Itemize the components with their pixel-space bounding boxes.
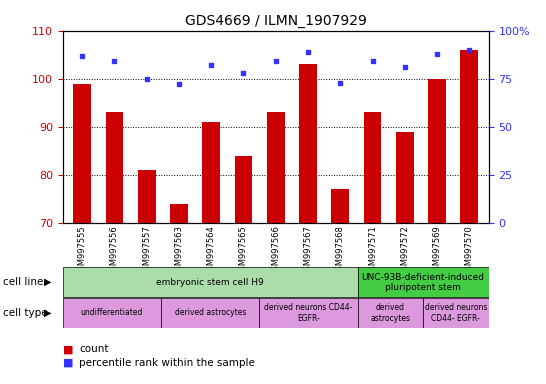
Text: GSM997564: GSM997564 xyxy=(207,225,216,276)
Text: percentile rank within the sample: percentile rank within the sample xyxy=(79,358,255,368)
Text: GSM997569: GSM997569 xyxy=(432,225,442,276)
Bar xyxy=(358,268,489,297)
Text: count: count xyxy=(79,344,109,354)
Text: derived astrocytes: derived astrocytes xyxy=(175,308,246,318)
Bar xyxy=(63,298,161,328)
Bar xyxy=(235,156,252,223)
Text: GSM997566: GSM997566 xyxy=(271,225,280,276)
Text: derived neurons
CD44- EGFR-: derived neurons CD44- EGFR- xyxy=(425,303,487,323)
Text: cell type: cell type xyxy=(3,308,48,318)
Bar xyxy=(396,131,414,223)
Text: GSM997571: GSM997571 xyxy=(368,225,377,276)
Bar xyxy=(460,50,478,223)
Bar xyxy=(63,268,358,297)
Text: undifferentiated: undifferentiated xyxy=(81,308,143,318)
Text: GSM997563: GSM997563 xyxy=(174,225,183,276)
Bar xyxy=(138,170,156,223)
Bar xyxy=(161,298,259,328)
Bar xyxy=(267,112,284,223)
Bar xyxy=(105,112,123,223)
Text: derived
astrocytes: derived astrocytes xyxy=(370,303,411,323)
Bar xyxy=(259,298,358,328)
Text: ■: ■ xyxy=(63,358,73,368)
Bar xyxy=(428,79,446,223)
Bar xyxy=(73,84,91,223)
Bar xyxy=(358,298,423,328)
Text: embryonic stem cell H9: embryonic stem cell H9 xyxy=(156,278,264,287)
Bar xyxy=(299,64,317,223)
Text: GSM997567: GSM997567 xyxy=(304,225,312,276)
Text: cell line: cell line xyxy=(3,277,43,287)
Text: GSM997570: GSM997570 xyxy=(465,225,474,276)
Text: GSM997568: GSM997568 xyxy=(336,225,345,276)
Text: GSM997557: GSM997557 xyxy=(142,225,151,276)
Text: GSM997572: GSM997572 xyxy=(400,225,410,276)
Bar xyxy=(364,112,382,223)
Text: GSM997565: GSM997565 xyxy=(239,225,248,276)
Text: GSM997556: GSM997556 xyxy=(110,225,119,276)
Text: GSM997555: GSM997555 xyxy=(78,225,87,276)
Text: UNC-93B-deficient-induced
pluripotent stem: UNC-93B-deficient-induced pluripotent st… xyxy=(361,273,485,292)
Bar xyxy=(170,204,188,223)
Bar xyxy=(423,298,489,328)
Text: ▶: ▶ xyxy=(44,277,52,287)
Text: derived neurons CD44-
EGFR-: derived neurons CD44- EGFR- xyxy=(264,303,353,323)
Title: GDS4669 / ILMN_1907929: GDS4669 / ILMN_1907929 xyxy=(185,14,367,28)
Text: ■: ■ xyxy=(63,344,73,354)
Bar xyxy=(331,189,349,223)
Bar xyxy=(203,122,220,223)
Text: ▶: ▶ xyxy=(44,308,52,318)
